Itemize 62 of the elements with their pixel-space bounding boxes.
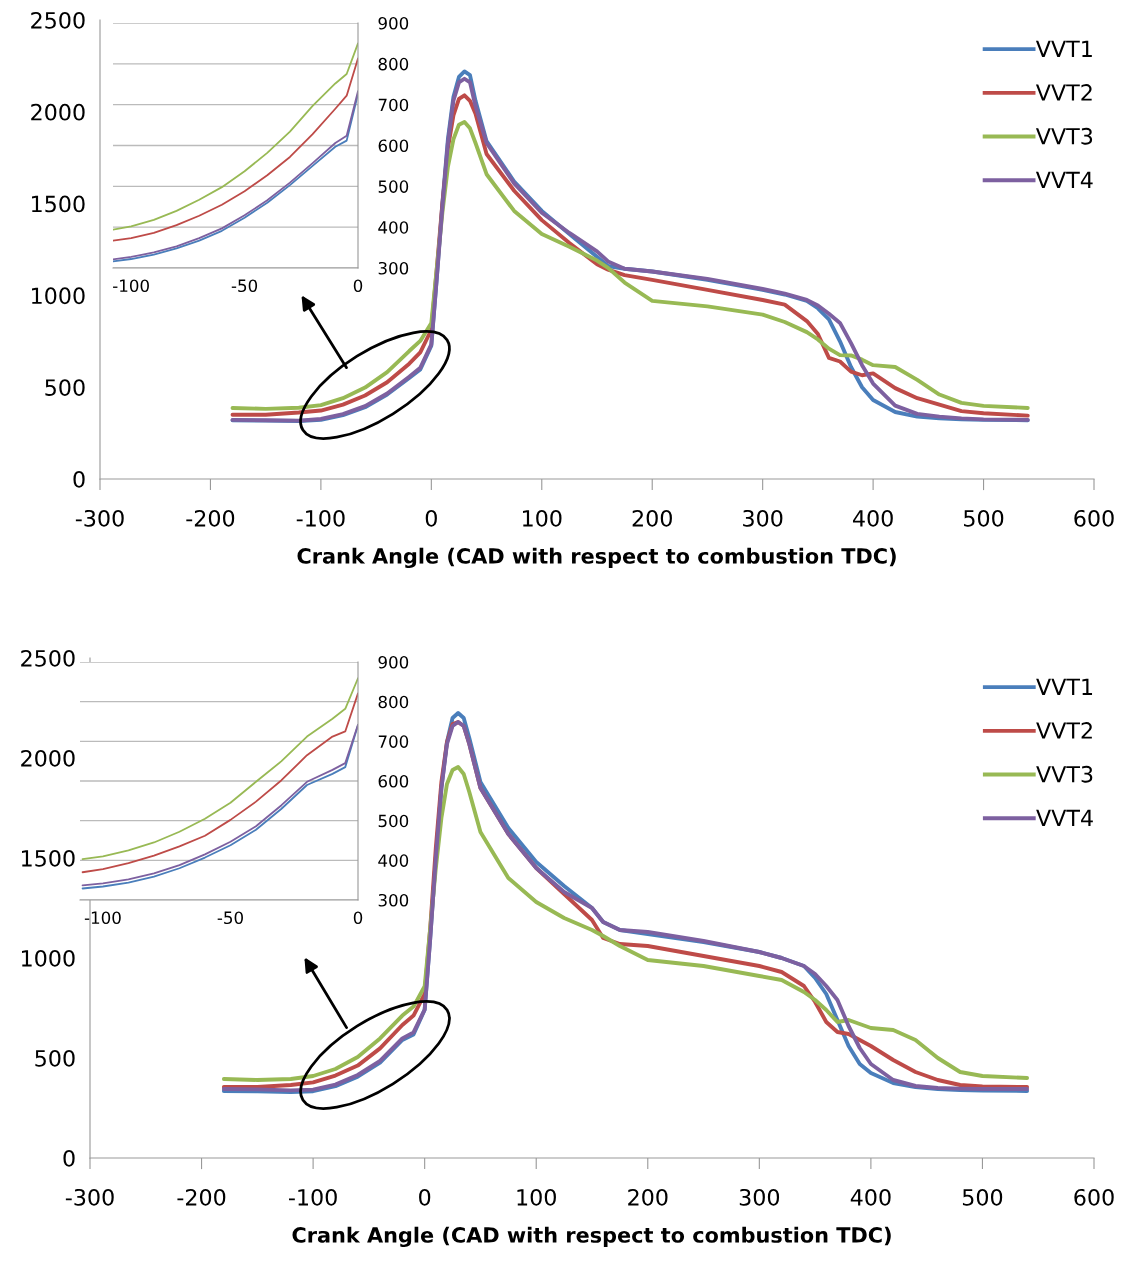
x-tick-label: 400 [850,1188,891,1206]
x-tick-label: 500 [962,1188,1003,1206]
x-tick-label: 400 [852,509,893,527]
y-tick-label: 700 [378,98,409,112]
y-tick-label: 500 [378,180,409,193]
x-tick-label: -300 [75,509,124,527]
legend-label: VVT1 [1036,678,1093,695]
y-tick-label: 600 [378,139,409,153]
y-tick-label: 2000 [21,749,75,767]
x-tick-label: 300 [739,1188,780,1206]
x-axis-title: Crank Angle (CAD with respect to combustion TDC) [297,547,896,569]
x-tick-label: 100 [517,1188,556,1206]
y-tick-label: 900 [378,16,409,30]
legend-label: VVT2 [1035,84,1092,101]
y-tick-label: 500 [45,379,85,396]
y-tick-label: 800 [378,57,409,71]
y-tick-label: 1500 [32,195,85,213]
y-tick-label: 1000 [22,949,75,967]
y-tick-label: 1000 [32,287,85,305]
x-tick-label: 300 [743,509,783,527]
y-tick-label: 400 [378,221,409,234]
y-tick-label: 900 [378,655,409,669]
y-tick-label: 2000 [31,103,85,121]
x-axis-title: Crank Angle (CAD with respect to combustion TDC) [292,1226,891,1248]
x-tick-label: -100 [288,1188,337,1206]
x-tick-label: -100 [113,279,149,293]
x-tick-label: -200 [186,509,235,527]
legend-label: VVT1 [1035,40,1092,57]
y-tick-label: 0 [73,470,85,488]
x-tick-label: -100 [84,911,121,925]
x-tick-label: 500 [964,509,1004,527]
x-tick-label: -200 [177,1188,226,1206]
x-tick-label: -50 [231,279,258,293]
x-tick-label: 600 [1074,509,1114,527]
y-tick-label: 700 [378,735,409,748]
y-tick-label: 300 [378,261,409,275]
x-tick-label: -300 [65,1188,114,1206]
legend-label: VVT4 [1035,171,1093,189]
y-tick-label: 300 [378,893,409,907]
x-tick-label: -100 [296,509,345,527]
y-tick-label: 400 [378,854,409,867]
y-tick-label: 2500 [21,649,75,667]
y-tick-label: 1500 [22,849,75,867]
x-tick-label: 0 [353,279,363,293]
x-tick-label: 100 [523,509,562,527]
legend-label: VVT3 [1036,765,1093,783]
legend-label: VVT2 [1036,722,1092,739]
y-tick-label: 600 [378,774,409,788]
y-tick-label: 500 [378,814,409,828]
x-tick-label: 0 [353,911,363,925]
x-tick-label: -50 [217,911,243,925]
x-tick-label: 200 [628,1188,668,1206]
x-tick-label: 0 [419,1188,431,1206]
x-tick-label: 200 [632,509,672,527]
legend-label: VVT4 [1036,809,1093,827]
y-tick-label: 800 [378,695,409,709]
y-tick-label: 0 [63,1149,75,1167]
x-tick-label: 0 [425,509,437,527]
x-tick-label: 600 [1074,1188,1114,1206]
y-tick-label: 2500 [31,11,85,29]
y-tick-label: 500 [35,1049,75,1067]
legend-label: VVT3 [1035,127,1093,145]
